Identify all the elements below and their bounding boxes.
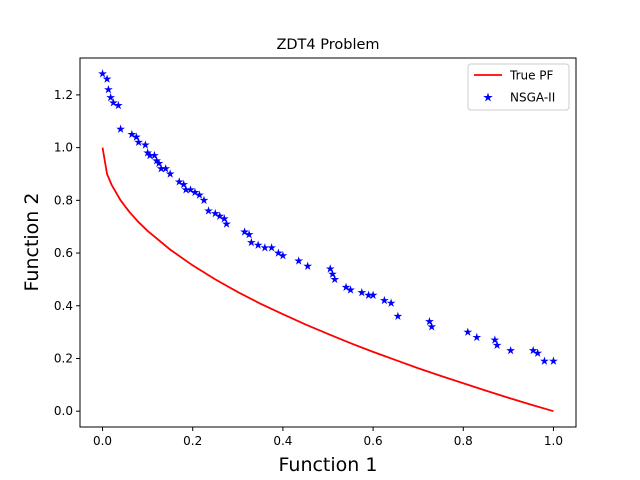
nsga-ii-point	[215, 211, 225, 220]
nsga-ii-point	[328, 269, 337, 278]
y-tick-label: 1.2	[54, 88, 73, 102]
legend-nsga-ii-marker	[483, 92, 493, 102]
chart-marks	[98, 69, 558, 413]
y-tick-label: 0.6	[54, 246, 73, 260]
y-tick-label: 1.0	[54, 141, 73, 155]
y-tick-label: 0.8	[54, 193, 73, 207]
y-axis-ticks: 0.0 0.2 0.4 0.6 0.8 1.0 1.2	[54, 88, 80, 418]
nsga-ii-point	[346, 285, 355, 294]
nsga-ii-point	[190, 187, 200, 197]
nsga-ii-point	[492, 340, 502, 350]
x-axis-ticks: 0.0 0.2 0.4 0.6 0.8 1.0	[93, 427, 563, 448]
nsga-ii-point	[528, 345, 538, 355]
y-tick-label: 0.0	[54, 404, 73, 418]
nsga-ii-point	[364, 290, 373, 299]
nsga-ii-point	[104, 85, 113, 94]
nsga-ii-point	[386, 298, 396, 307]
nsga-ii-point	[210, 208, 220, 218]
nsga-ii-point	[490, 335, 500, 344]
series-true-pf-line	[101, 147, 554, 413]
nsga-ii-point	[427, 322, 437, 331]
nsga-ii-point	[141, 140, 150, 149]
nsga-ii-point	[106, 92, 116, 102]
nsga-ii-point	[219, 214, 229, 223]
nsga-ii-point	[533, 348, 543, 357]
chart-title: ZDT4 Problem	[276, 37, 379, 53]
nsga-ii-point	[253, 240, 263, 249]
nsga-ii-point	[549, 356, 558, 365]
nsga-ii-point	[156, 164, 166, 173]
nsga-ii-point	[98, 69, 107, 78]
nsga-ii-point	[357, 287, 367, 297]
y-axis-label: Function 2	[21, 193, 43, 292]
nsga-ii-point	[145, 150, 155, 160]
nsga-ii-point	[506, 345, 515, 355]
nsga-ii-point	[131, 132, 141, 141]
y-tick-label: 0.4	[54, 299, 73, 313]
x-tick-label: 0.8	[454, 434, 473, 448]
nsga-ii-point	[186, 185, 195, 194]
nsga-ii-point	[379, 295, 389, 305]
nsga-ii-point	[294, 256, 304, 265]
x-tick-label: 0.2	[183, 434, 202, 448]
nsga-ii-point	[161, 164, 171, 173]
nsga-ii-point	[165, 169, 175, 178]
legend-true-pf-label: True PF	[509, 69, 554, 83]
legend: True PF NSGA-II	[467, 63, 570, 111]
nsga-ii-point	[108, 98, 118, 107]
nsga-ii-point	[472, 332, 482, 342]
x-tick-label: 0.4	[273, 434, 292, 448]
nsga-ii-point	[154, 158, 164, 168]
nsga-ii-point	[174, 177, 184, 186]
nsga-ii-point	[116, 124, 125, 133]
x-tick-label: 0.0	[93, 434, 112, 448]
nsga-ii-point	[150, 150, 159, 160]
nsga-ii-point	[260, 243, 270, 252]
nsga-ii-point	[199, 195, 209, 205]
nsga-ii-point	[240, 227, 249, 236]
nsga-ii-point	[303, 261, 313, 270]
nsga-ii-point	[341, 282, 351, 292]
y-tick-label: 0.2	[54, 351, 73, 365]
nsga-ii-point	[463, 327, 473, 336]
x-axis-label: Function 1	[279, 454, 378, 476]
nsga-ii-point	[195, 190, 204, 199]
nsga-ii-point	[143, 148, 153, 157]
plot-frame	[79, 57, 577, 428]
nsga-ii-point	[244, 229, 254, 239]
nsga-ii-point	[179, 179, 189, 189]
nsga-ii-point	[152, 156, 162, 165]
nsga-ii-point	[540, 356, 549, 365]
nsga-ii-point	[425, 316, 434, 326]
nsga-ii-point	[127, 129, 137, 139]
nsga-ii-point	[134, 137, 143, 147]
nsga-ii-point	[204, 206, 213, 215]
nsga-ii-point	[330, 274, 340, 284]
nsga-ii-point	[368, 290, 378, 299]
nsga-ii-point	[267, 243, 277, 252]
nsga-ii-point	[274, 248, 283, 257]
plot-area	[80, 58, 576, 427]
nsga-ii-point	[393, 311, 403, 321]
nsga-ii-point	[102, 74, 112, 83]
nsga-ii-point	[181, 185, 191, 194]
nsga-ii-point	[113, 100, 123, 110]
nsga-ii-point	[222, 219, 231, 228]
x-tick-label: 1.0	[544, 434, 563, 448]
x-tick-label: 0.6	[364, 434, 383, 448]
nsga-ii-point	[325, 264, 335, 273]
nsga-ii-point	[278, 251, 288, 260]
nsga-ii-point	[246, 237, 256, 247]
legend-nsga-ii-label: NSGA-II	[510, 91, 555, 105]
